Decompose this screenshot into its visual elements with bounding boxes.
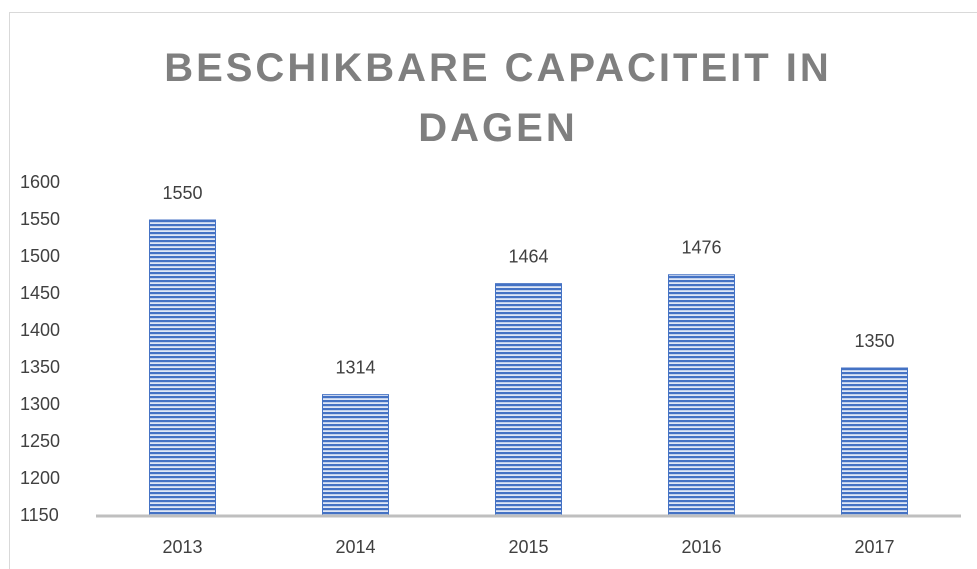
data-label: 1350 [854,331,894,351]
y-tick-label: 1500 [20,246,60,266]
y-tick-label: 1200 [20,468,60,488]
x-tick-label: 2013 [162,537,202,557]
data-label: 1464 [508,246,548,266]
y-tick-label: 1350 [20,357,60,377]
y-tick-label: 1150 [20,505,59,525]
x-tick-label: 2017 [854,537,894,557]
bar [668,274,735,517]
y-tick-label: 1400 [20,320,60,340]
y-tick-label: 1600 [20,172,60,192]
x-tick-label: 2016 [681,537,721,557]
y-tick-label: 1300 [20,394,60,414]
x-tick-label: 2014 [335,537,375,557]
y-tick-label: 1450 [20,283,60,303]
data-label: 1476 [681,238,721,258]
y-tick-label: 1550 [20,209,60,229]
chart-title: BESCHIKBARE CAPACITEIT IN DAGEN [164,46,832,150]
x-tick-label: 2015 [508,537,548,557]
data-label: 1550 [162,183,202,203]
data-label: 1314 [335,357,375,377]
bar [149,219,216,517]
bar [841,367,908,517]
bar [495,283,562,517]
y-tick-label: 1250 [20,431,60,451]
bar [322,394,389,517]
chart-border [9,12,977,569]
